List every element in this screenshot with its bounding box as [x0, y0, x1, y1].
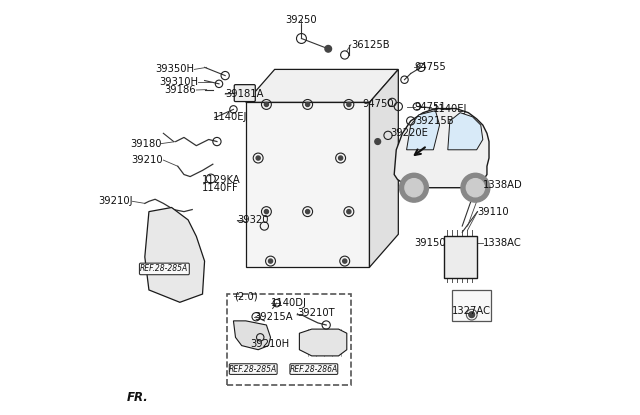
Text: 94755: 94755	[414, 62, 445, 72]
Text: 39186: 39186	[164, 85, 196, 95]
FancyBboxPatch shape	[290, 364, 338, 374]
Text: 1327AC: 1327AC	[452, 305, 491, 316]
Polygon shape	[369, 69, 398, 267]
Circle shape	[342, 259, 347, 263]
Text: 39180: 39180	[130, 139, 161, 149]
Circle shape	[347, 210, 351, 214]
Polygon shape	[406, 111, 440, 150]
Text: 39110: 39110	[477, 207, 509, 217]
Bar	[444, 237, 477, 278]
Circle shape	[264, 210, 268, 214]
Circle shape	[469, 312, 475, 317]
Circle shape	[339, 156, 342, 160]
Text: 94751: 94751	[415, 102, 447, 112]
Text: 39250: 39250	[285, 15, 317, 25]
Text: 36125B: 36125B	[351, 40, 390, 50]
Circle shape	[399, 173, 428, 202]
Polygon shape	[246, 69, 398, 103]
Circle shape	[264, 103, 268, 107]
Text: (2.0): (2.0)	[234, 291, 258, 301]
Polygon shape	[448, 113, 483, 150]
Circle shape	[461, 173, 490, 202]
Text: 1338AD: 1338AD	[483, 180, 523, 190]
Text: 39215A: 39215A	[254, 312, 292, 322]
Text: 1338AC: 1338AC	[483, 237, 522, 247]
Circle shape	[347, 103, 351, 107]
Circle shape	[305, 103, 310, 107]
FancyBboxPatch shape	[140, 263, 189, 275]
Text: 39310H: 39310H	[159, 77, 198, 87]
Text: REF.28-285A: REF.28-285A	[140, 264, 188, 273]
Polygon shape	[234, 321, 271, 350]
FancyBboxPatch shape	[229, 364, 277, 374]
Text: REF.28-286A: REF.28-286A	[290, 365, 338, 374]
Circle shape	[375, 139, 381, 144]
Circle shape	[305, 210, 310, 214]
Circle shape	[268, 259, 273, 263]
Text: 1140FF: 1140FF	[202, 183, 239, 193]
Polygon shape	[145, 208, 205, 302]
Text: 39210J: 39210J	[98, 196, 132, 206]
Circle shape	[467, 178, 484, 197]
Text: 94750: 94750	[363, 100, 394, 110]
Circle shape	[325, 46, 332, 52]
Bar	[452, 290, 491, 321]
Text: 1140DJ: 1140DJ	[271, 298, 307, 308]
Text: 39220E: 39220E	[390, 128, 428, 138]
Text: 39320: 39320	[237, 215, 269, 225]
Text: 39210: 39210	[132, 155, 163, 165]
Text: 39210T: 39210T	[298, 308, 335, 318]
Text: 39150: 39150	[414, 237, 445, 247]
Text: 1140EJ: 1140EJ	[433, 104, 468, 114]
Text: 1140EJ: 1140EJ	[213, 112, 247, 122]
Text: 39350H: 39350H	[156, 64, 195, 74]
Text: REF.28-285A: REF.28-285A	[229, 365, 277, 374]
Text: 1129KA: 1129KA	[202, 175, 241, 185]
Text: 39215B: 39215B	[415, 116, 453, 126]
Polygon shape	[300, 329, 347, 356]
Text: 39210H: 39210H	[250, 339, 289, 349]
Polygon shape	[246, 103, 369, 267]
FancyBboxPatch shape	[234, 85, 255, 102]
Circle shape	[405, 178, 423, 197]
Circle shape	[256, 156, 260, 160]
Polygon shape	[394, 109, 489, 188]
Text: FR.: FR.	[126, 391, 148, 404]
Text: 39181A: 39181A	[225, 89, 264, 99]
